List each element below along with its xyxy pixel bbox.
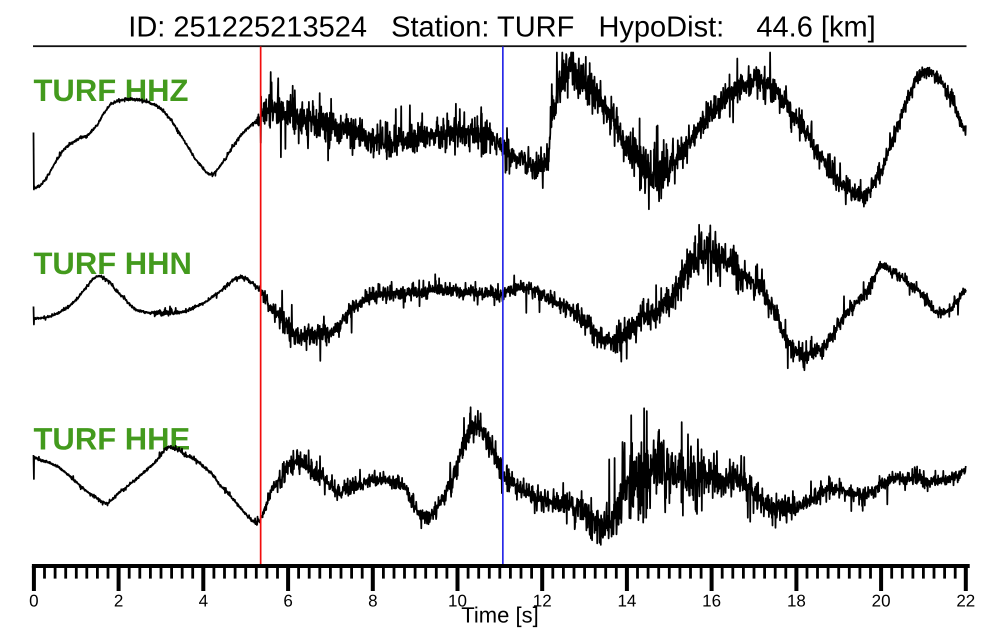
svg-text:0: 0 <box>29 592 38 611</box>
svg-text:TURF HHN: TURF HHN <box>34 246 192 281</box>
svg-text:8: 8 <box>368 592 377 611</box>
svg-text:4: 4 <box>199 592 208 611</box>
svg-text:ID: 251225213524 Station: TU: ID: 251225213524 Station: TURF HypoDist:… <box>128 12 875 44</box>
svg-text:16: 16 <box>702 592 721 611</box>
svg-text:Time [s]: Time [s] <box>461 603 538 628</box>
svg-text:12: 12 <box>533 592 552 611</box>
svg-text:22: 22 <box>956 592 975 611</box>
svg-text:20: 20 <box>872 592 891 611</box>
svg-text:14: 14 <box>617 592 636 611</box>
svg-text:2: 2 <box>114 592 123 611</box>
svg-text:6: 6 <box>283 592 292 611</box>
svg-text:TURF HHE: TURF HHE <box>34 422 191 457</box>
svg-text:10: 10 <box>448 592 467 611</box>
svg-text:18: 18 <box>787 592 806 611</box>
